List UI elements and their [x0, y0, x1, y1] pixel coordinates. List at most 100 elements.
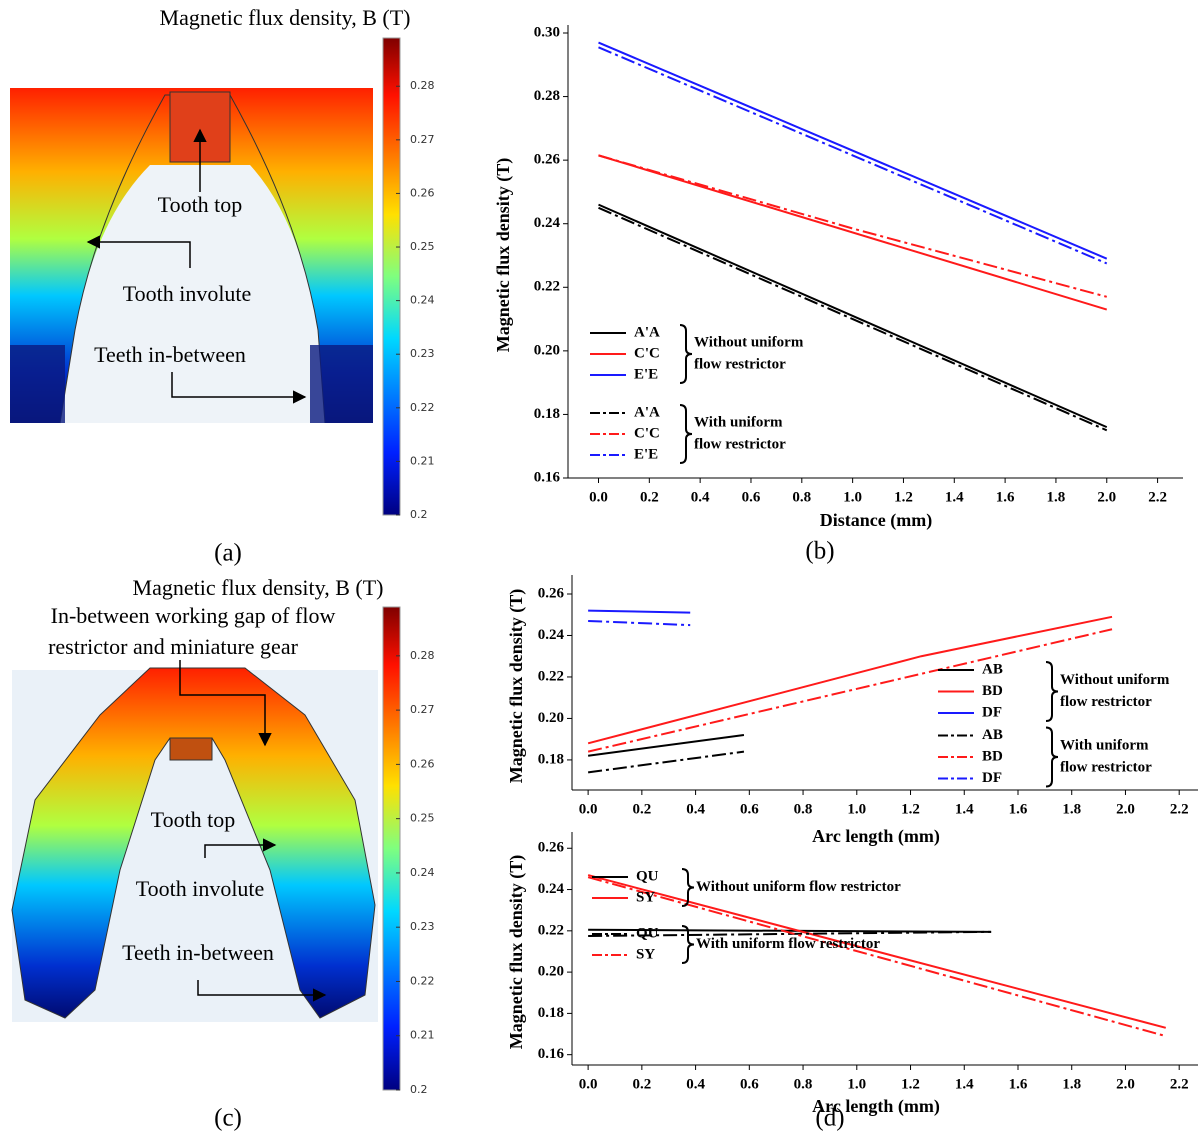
legend-group-label: Without uniform: [1060, 672, 1170, 688]
panel-label: (a): [214, 540, 242, 567]
x-tick-label: 0.0: [579, 801, 598, 817]
y-tick-label: 0.22: [538, 668, 564, 684]
y-tick-label: 0.20: [538, 964, 564, 980]
legend-group-label: flow restrictor: [1060, 694, 1152, 710]
colorbar: [383, 607, 400, 1090]
legend-label: A'A: [634, 324, 660, 340]
colorbar-tick-label: 0.21: [410, 454, 435, 467]
colorbar-tick-label: 0.27: [410, 133, 435, 146]
series-line: [588, 629, 1112, 751]
colorbar-tick-label: 0.21: [410, 1029, 435, 1042]
x-tick-label: 1.4: [955, 1076, 974, 1092]
figure: 0.20.210.220.230.240.250.260.270.28Magne…: [0, 0, 1204, 1137]
x-tick-label: 1.8: [1062, 801, 1081, 817]
legend-label: E'E: [634, 366, 658, 382]
series-line: [588, 877, 1166, 1036]
x-tick-label: 1.0: [843, 489, 862, 505]
legend-group-label: Without uniform flow restrictor: [696, 879, 901, 895]
legend-label: E'E: [634, 446, 658, 462]
series-line: [598, 43, 1106, 259]
annotation: Teeth in-between: [94, 342, 246, 367]
legend-group-label: With uniform: [1060, 737, 1149, 753]
y-tick-label: 0.18: [538, 751, 564, 767]
annotation: In-between working gap of flow: [51, 603, 336, 628]
image-c: [12, 660, 378, 1022]
legend-label: QU: [636, 925, 659, 941]
x-tick-label: 1.8: [1062, 1076, 1081, 1092]
x-tick-label: 1.4: [955, 801, 974, 817]
x-tick-label: 0.0: [589, 489, 608, 505]
legend-group-label: flow restrictor: [694, 436, 786, 452]
legend-group-label: With uniform flow restrictor: [696, 936, 880, 952]
legend-label: DF: [982, 704, 1002, 720]
y-tick-label: 0.26: [538, 840, 565, 856]
legend-label: BD: [982, 683, 1003, 699]
series-line: [588, 752, 744, 773]
legend-brace: [1046, 662, 1058, 721]
y-tick-label: 0.30: [534, 24, 560, 40]
x-tick-label: 0.8: [792, 489, 811, 505]
colorbar-tick-label: 0.23: [410, 920, 435, 933]
x-axis-label: Distance (mm): [820, 510, 932, 531]
legend-group-label: With uniform: [694, 414, 783, 430]
x-tick-label: 1.8: [1047, 489, 1066, 505]
x-tick-label: 0.6: [740, 1076, 759, 1092]
x-tick-label: 0.2: [632, 1076, 651, 1092]
series-line: [598, 47, 1106, 263]
series-line: [588, 617, 1112, 744]
legend-label: C'C: [634, 425, 660, 441]
colorbar-tick-label: 0.23: [410, 347, 435, 360]
colorbar-tick-label: 0.26: [410, 186, 435, 199]
y-tick-label: 0.16: [534, 469, 561, 485]
annotation: Teeth in-between: [122, 940, 274, 965]
x-tick-label: 0.8: [794, 801, 813, 817]
annotation: Tooth involute: [136, 876, 265, 901]
colorbar-tick-label: 0.28: [410, 649, 435, 662]
colorbar-tick-label: 0.26: [410, 757, 435, 770]
y-tick-label: 0.24: [538, 881, 565, 897]
legend-brace: [682, 926, 694, 963]
colorbar: [383, 38, 400, 515]
x-tick-label: 1.6: [996, 489, 1015, 505]
series-line: [598, 205, 1106, 428]
colorbar-tick-label: 0.22: [410, 401, 435, 414]
x-tick-label: 0.4: [686, 801, 705, 817]
x-tick-label: 1.2: [901, 1076, 920, 1092]
y-tick-label: 0.18: [534, 406, 560, 422]
legend-label: DF: [982, 770, 1002, 786]
colorbar-tick-label: 0.27: [410, 703, 435, 716]
y-tick-label: 0.26: [534, 152, 561, 168]
legend-brace: [680, 325, 692, 383]
y-axis-label: Magnetic flux density (T): [506, 855, 527, 1049]
legend-label: SY: [636, 889, 655, 905]
y-tick-label: 0.24: [538, 627, 565, 643]
x-tick-label: 1.0: [847, 801, 866, 817]
legend-label: BD: [982, 748, 1003, 764]
colorbar-tick-label: 0.22: [410, 974, 435, 987]
panel-label: (d): [815, 1105, 844, 1132]
legend-label: QU: [636, 868, 659, 884]
x-tick-label: 1.2: [901, 801, 920, 817]
series-line: [598, 155, 1106, 309]
line-chart: 0.00.20.40.60.81.01.21.41.61.82.02.20.16…: [493, 24, 1183, 531]
x-tick-label: 0.4: [686, 1076, 705, 1092]
colorbar-title: Magnetic flux density, B (T): [160, 5, 411, 30]
colorbar-tick-label: 0.28: [410, 79, 435, 92]
x-tick-label: 1.6: [1009, 1076, 1028, 1092]
legend-label: AB: [982, 727, 1003, 743]
x-tick-label: 0.2: [632, 801, 651, 817]
y-tick-label: 0.28: [534, 88, 560, 104]
x-tick-label: 2.0: [1097, 489, 1116, 505]
legend-brace: [680, 405, 692, 463]
panel-label: (b): [805, 538, 834, 565]
x-tick-label: 1.2: [894, 489, 913, 505]
y-axis-label: Magnetic flux density (T): [506, 589, 527, 783]
legend-group-label: Without uniform: [694, 334, 804, 350]
annotation: Tooth top: [158, 192, 243, 217]
y-tick-label: 0.20: [534, 342, 560, 358]
legend-label: SY: [636, 946, 655, 962]
colorbar-tick-label: 0.2: [410, 508, 428, 521]
x-tick-label: 1.6: [1009, 801, 1028, 817]
x-tick-label: 2.0: [1116, 1076, 1135, 1092]
